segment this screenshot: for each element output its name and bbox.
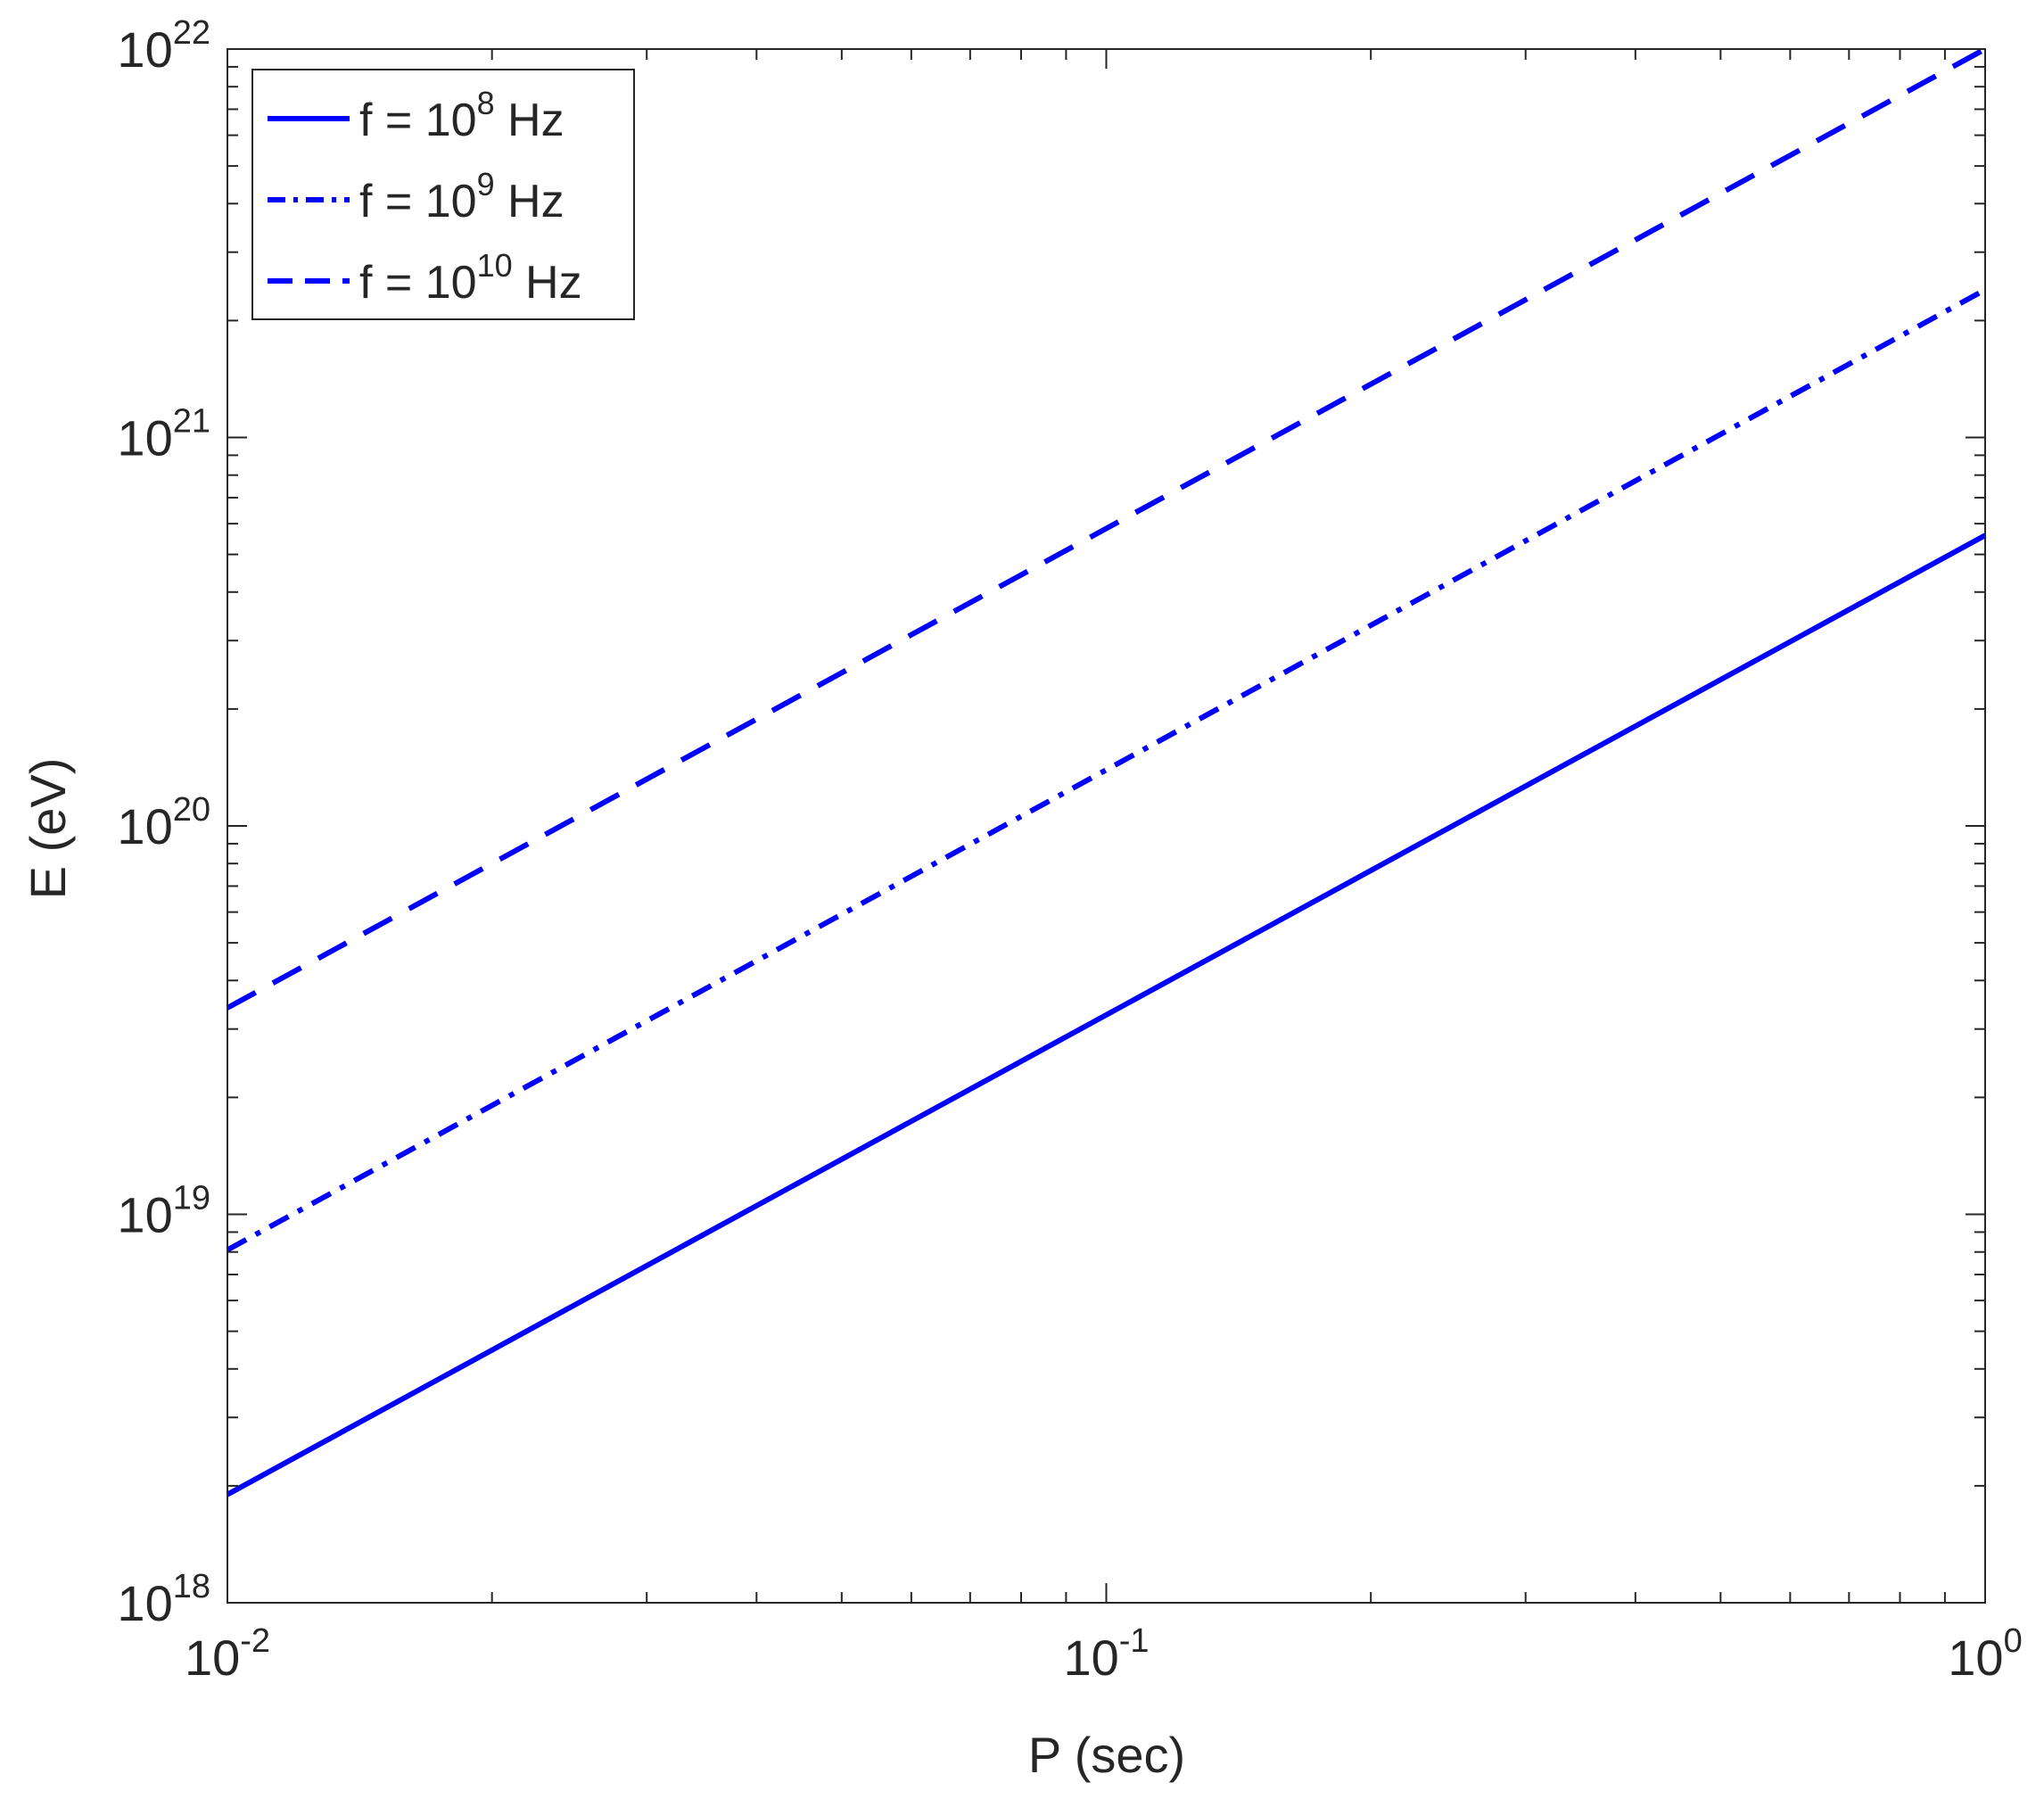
legend-label-2: f = 109 Hz [359,166,565,227]
y-tick-label: 1021 [117,403,210,466]
legend-box [251,69,635,320]
y-tick-label: 1020 [117,791,210,854]
legend-label-1: f = 108 Hz [359,85,565,146]
y-axis-label: E (eV) [20,758,76,900]
series-layer [226,46,1987,1498]
y-tick-label: 1022 [117,14,210,78]
ticks-layer: 10-2 10-1 100 1018 1019 1020 1021 1022 [117,14,2022,1686]
series-line-1 [226,532,1987,1498]
legend: f = 108 Hz f = 109 Hz f = 1010 Hz [251,69,635,320]
legend-label-3: f = 1010 Hz [359,247,582,309]
x-tick-label: 100 [1948,1622,2022,1686]
y-tick-label: 1018 [117,1568,210,1631]
series-line-3 [226,46,1987,1011]
x-tick-label: 10-2 [185,1622,270,1686]
x-tick-label: 10-1 [1063,1622,1149,1686]
y-tick-label: 1019 [117,1180,210,1243]
x-axis-label: P (sec) [1028,1727,1185,1783]
